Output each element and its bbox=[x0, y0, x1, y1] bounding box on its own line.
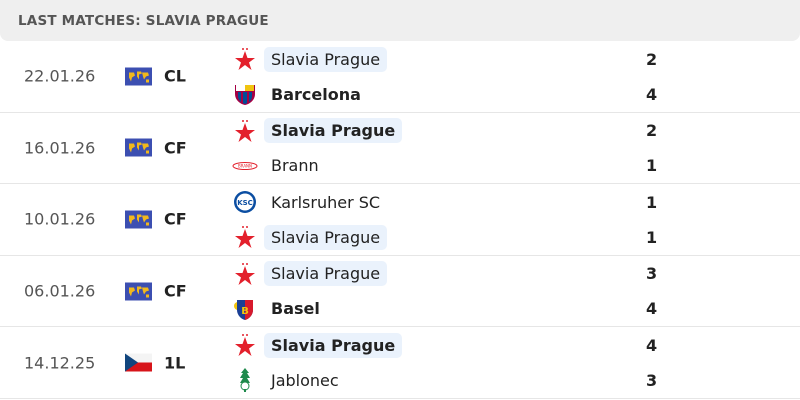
team-score: 3 bbox=[646, 264, 658, 284]
svg-text:BRANN: BRANN bbox=[238, 163, 252, 168]
team-score: 1 bbox=[646, 156, 658, 176]
competition: 1L bbox=[125, 353, 185, 372]
team-name: Slavia Prague bbox=[264, 46, 388, 72]
team-away[interactable]: Slavia Prague 1 bbox=[232, 223, 792, 251]
team-away[interactable]: Barcelona 4 bbox=[232, 80, 792, 108]
match-date: 10.01.26 bbox=[24, 209, 96, 229]
basel-logo-icon: B bbox=[232, 296, 258, 322]
match-date: 06.01.26 bbox=[24, 281, 96, 301]
world-icon bbox=[125, 282, 152, 301]
competition-code: CF bbox=[164, 281, 187, 301]
team-name: Slavia Prague bbox=[264, 118, 403, 144]
team-score: 4 bbox=[646, 84, 658, 104]
section-title: LAST MATCHES: SLAVIA PRAGUE bbox=[18, 12, 269, 29]
team-name: Jablonec bbox=[271, 370, 339, 390]
barcelona-logo-icon bbox=[232, 81, 258, 107]
competition-code: CF bbox=[164, 209, 187, 229]
team-name: Barcelona bbox=[271, 84, 361, 104]
team-score: 4 bbox=[646, 299, 658, 319]
competition: CF bbox=[125, 138, 187, 157]
team-home[interactable]: KSC Karlsruher SC 1 bbox=[232, 188, 792, 216]
competition: CF bbox=[125, 282, 187, 301]
team-away[interactable]: BRANN Brann 1 bbox=[232, 152, 792, 180]
brann-logo-icon: BRANN bbox=[232, 153, 258, 179]
match-row[interactable]: 22.01.26 CL Slavia Prague 2 Barcelona 4 bbox=[0, 41, 800, 113]
competition-code: 1L bbox=[164, 353, 186, 373]
slavia-logo-icon bbox=[232, 332, 258, 358]
competition: CL bbox=[125, 67, 186, 86]
team-away[interactable]: Jablonec 3 bbox=[232, 366, 792, 394]
slavia-logo-icon bbox=[232, 224, 258, 250]
team-home[interactable]: Slavia Prague 4 bbox=[232, 331, 792, 359]
world-icon bbox=[125, 67, 152, 86]
slavia-logo-icon bbox=[232, 118, 258, 144]
czech-flag-icon bbox=[125, 353, 152, 372]
team-name: Brann bbox=[271, 156, 319, 176]
team-score: 3 bbox=[646, 370, 658, 390]
match-row[interactable]: 10.01.26 CF KSC Karlsruher SC 1 Slavia P… bbox=[0, 184, 800, 256]
slavia-logo-icon bbox=[232, 46, 258, 72]
team-away[interactable]: B Basel 4 bbox=[232, 295, 792, 323]
team-home[interactable]: Slavia Prague 2 bbox=[232, 117, 792, 145]
match-row[interactable]: 16.01.26 CF Slavia Prague 2 BRANN Brann … bbox=[0, 113, 800, 185]
competition: CF bbox=[125, 210, 187, 229]
team-name: Basel bbox=[271, 299, 320, 319]
world-icon bbox=[125, 210, 152, 229]
team-name: Slavia Prague bbox=[264, 332, 403, 358]
team-name: Slavia Prague bbox=[264, 224, 388, 250]
team-score: 2 bbox=[646, 121, 658, 141]
team-score: 2 bbox=[646, 49, 658, 69]
match-date: 22.01.26 bbox=[24, 66, 96, 86]
section-header: LAST MATCHES: SLAVIA PRAGUE bbox=[0, 0, 800, 41]
match-row[interactable]: 06.01.26 CF Slavia Prague 3 B Basel 4 bbox=[0, 256, 800, 328]
ksc-logo-icon: KSC bbox=[232, 189, 258, 215]
jablonec-logo-icon bbox=[232, 367, 258, 393]
match-date: 16.01.26 bbox=[24, 138, 96, 158]
svg-text:B: B bbox=[241, 306, 249, 317]
competition-code: CF bbox=[164, 138, 187, 158]
match-row[interactable]: 14.12.25 1L Slavia Prague 4 Jablonec 3 bbox=[0, 327, 800, 399]
svg-text:KSC: KSC bbox=[237, 199, 253, 207]
team-score: 1 bbox=[646, 227, 658, 247]
team-score: 1 bbox=[646, 192, 658, 212]
team-home[interactable]: Slavia Prague 2 bbox=[232, 45, 792, 73]
match-date: 14.12.25 bbox=[24, 353, 96, 373]
slavia-logo-icon bbox=[232, 261, 258, 287]
team-name: Karlsruher SC bbox=[271, 192, 381, 212]
team-score: 4 bbox=[646, 335, 658, 355]
team-name: Slavia Prague bbox=[264, 261, 388, 287]
team-home[interactable]: Slavia Prague 3 bbox=[232, 260, 792, 288]
world-icon bbox=[125, 138, 152, 157]
competition-code: CL bbox=[164, 66, 186, 86]
